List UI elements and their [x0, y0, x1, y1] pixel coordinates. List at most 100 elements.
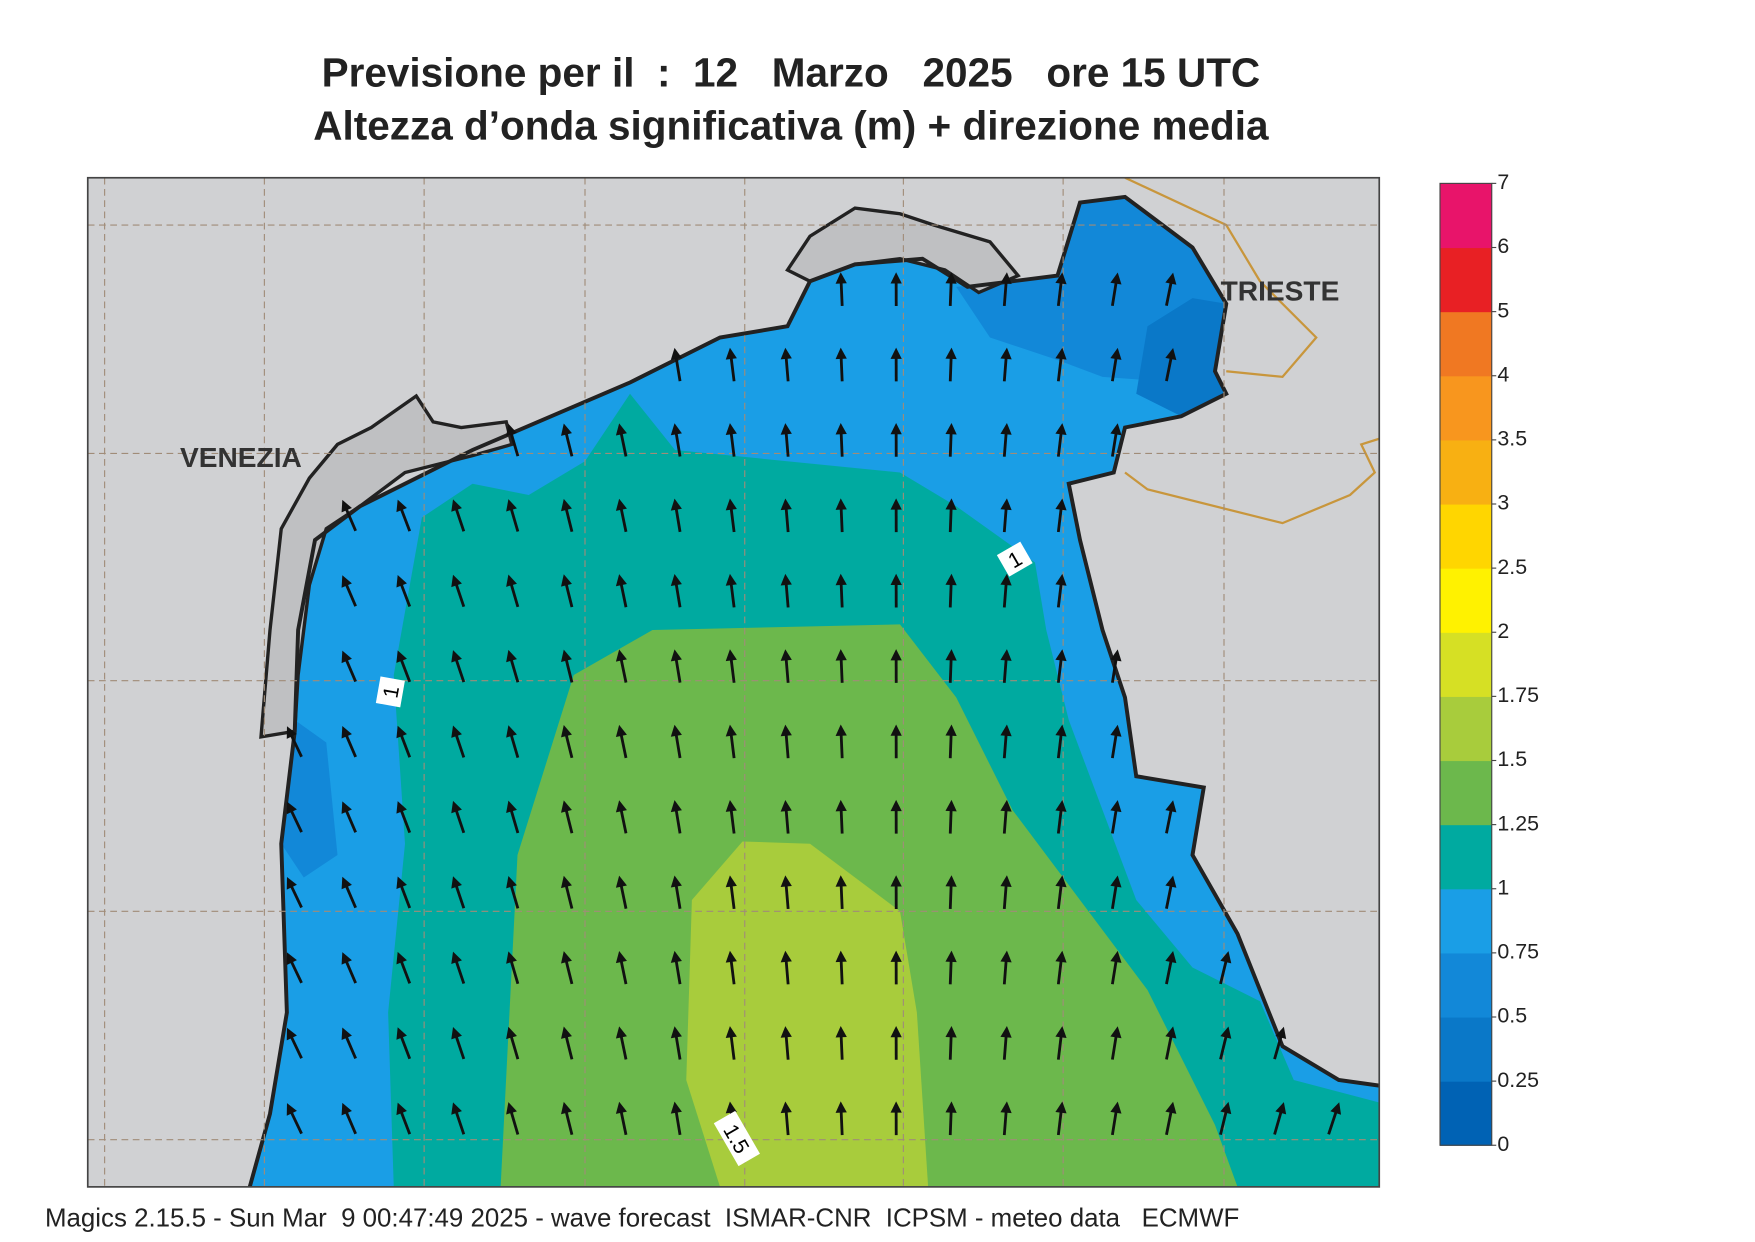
wave-arrow	[1110, 800, 1122, 834]
wave-arrow	[396, 1102, 412, 1135]
arrow-head	[725, 1101, 737, 1114]
wave-arrow	[890, 649, 902, 683]
colorbar-label: 0.5	[1497, 1004, 1527, 1028]
arrow-head	[561, 951, 572, 964]
arrow-head	[670, 498, 682, 511]
arrow-head	[1000, 950, 1012, 963]
arrow-head	[1055, 498, 1067, 511]
wave-arrow	[725, 875, 737, 910]
wave-arrow	[670, 875, 682, 910]
arrow-head	[396, 574, 407, 588]
arrow-head	[835, 272, 847, 284]
arrow-head	[1000, 573, 1012, 586]
wave-arrow	[1055, 573, 1067, 608]
wave-arrow	[670, 724, 682, 759]
arrow-head	[341, 876, 352, 890]
colorbar-band	[1440, 824, 1492, 890]
arrow-head	[506, 499, 517, 512]
wave-arrow	[780, 649, 792, 683]
arrow-head	[1165, 800, 1177, 813]
wave-arrow	[1273, 1026, 1287, 1060]
wave-arrow	[890, 875, 902, 910]
wave-arrow	[1219, 1026, 1232, 1060]
arrow-head	[396, 1027, 407, 1040]
arrow-head	[945, 1101, 957, 1113]
wave-arrow	[670, 649, 682, 683]
wave-arrow	[561, 875, 574, 909]
arrow-head	[835, 649, 847, 661]
arrow-head	[1165, 1026, 1177, 1039]
arrow-head	[1000, 1026, 1012, 1038]
wave-arrow	[670, 1026, 682, 1060]
wave-arrow	[341, 725, 357, 758]
wave-arrow	[780, 875, 792, 910]
colorbar-label: 3.5	[1497, 427, 1527, 451]
arrow-head	[890, 875, 902, 887]
wave-arrow	[725, 1026, 737, 1060]
wave-arrow	[1165, 272, 1177, 306]
wave-arrow	[890, 1026, 902, 1060]
arrow-head	[286, 1103, 297, 1116]
arrow-head	[670, 573, 682, 587]
wave-arrow	[451, 951, 466, 984]
wave-arrow	[1000, 1101, 1012, 1136]
wave-arrow	[1000, 498, 1012, 533]
arrow-head	[615, 875, 627, 888]
wave-arrow	[1219, 1101, 1232, 1136]
wave-arrow	[1110, 347, 1122, 382]
wave-arrow	[341, 801, 357, 833]
wave-arrow	[1165, 950, 1177, 985]
wave-arrow	[1110, 649, 1122, 683]
arrow-head	[835, 1026, 847, 1038]
wave-arrow	[1327, 1102, 1342, 1135]
wave-arrow	[1219, 951, 1232, 985]
wave-arrow	[615, 1101, 628, 1136]
wave-arrow	[451, 800, 466, 834]
wave-arrow	[945, 498, 957, 533]
arrow-head	[1055, 423, 1067, 435]
wave-arrow	[451, 725, 466, 758]
wave-arrow	[341, 952, 357, 984]
wave-arrow	[1055, 347, 1067, 382]
wave-arrow	[780, 1026, 792, 1060]
wave-arrow	[725, 573, 737, 608]
border	[1124, 177, 1380, 525]
wave-arrow	[615, 1026, 628, 1060]
arrow-head	[451, 800, 462, 814]
wave-arrow	[1055, 950, 1067, 985]
arrow-head	[780, 875, 792, 887]
wave-arrow	[835, 272, 847, 307]
wave-arrow	[780, 347, 792, 382]
arrow-head	[725, 875, 737, 888]
arrow-head	[835, 423, 847, 435]
arrow-head	[725, 347, 737, 360]
sea-band	[686, 841, 929, 1187]
wave-arrow	[341, 1102, 357, 1135]
arrow-head	[451, 951, 462, 965]
arrow-head	[780, 498, 792, 511]
wave-arrow	[506, 1026, 520, 1060]
arrow-head	[725, 423, 737, 435]
wave-arrow	[780, 724, 792, 759]
arrow-head	[1000, 649, 1012, 661]
arrow-head	[341, 499, 352, 513]
title: Previsione per il : 12 Marzo 2025 ore 15…	[322, 50, 1261, 96]
wave-arrow	[945, 347, 957, 382]
arrow-head	[1275, 1102, 1287, 1115]
arrow-head	[506, 875, 517, 889]
colorbar-label: 3	[1497, 491, 1509, 515]
wave-arrow	[725, 800, 737, 834]
wave-arrow	[396, 725, 412, 758]
arrow-head	[890, 573, 902, 586]
arrow-head	[396, 725, 407, 739]
colorbar-frame	[1439, 182, 1493, 1146]
colorbar-label: 2.5	[1497, 555, 1527, 579]
wave-arrow	[670, 800, 682, 834]
arrow-head	[561, 875, 572, 889]
colorbar-label: 0.25	[1497, 1068, 1539, 1092]
wave-arrow	[725, 423, 737, 457]
colorbar: 0 0.25 0.5 0.75 1 1.25 1.5 1.75 2 2.5 3 3.5 4 5 6 7	[1439, 170, 1539, 1156]
arrow-head	[890, 1026, 902, 1038]
